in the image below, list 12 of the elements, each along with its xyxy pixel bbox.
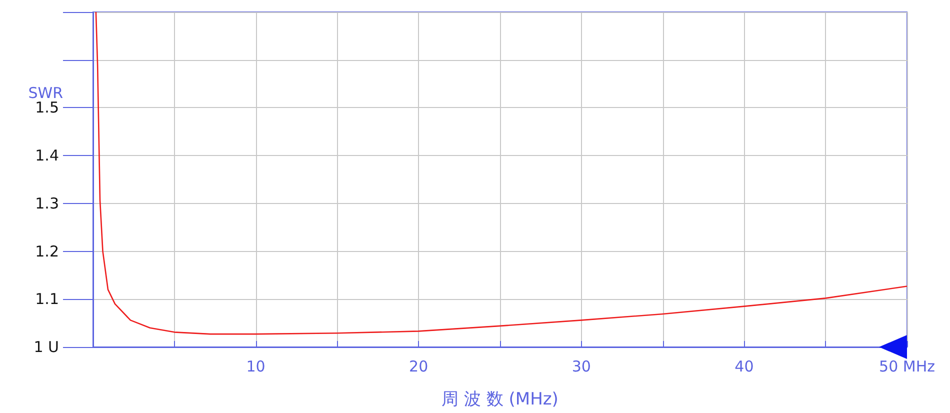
line-series [95, 11, 908, 335]
x-tick-label: 10 [246, 358, 266, 376]
x-tick-label: 40 [734, 358, 754, 376]
y-tick-label: 1.4 [35, 146, 59, 165]
x-axis-title: 周 波 数 (MHz) [442, 390, 558, 410]
y-tick-label: 1 U [34, 338, 59, 356]
y-tick-label: 1.3 [35, 194, 59, 212]
x-tick-label: 30 [572, 358, 591, 376]
x-tick-label: 50 MHz [879, 358, 936, 376]
y-tick-label: 1.1 [35, 290, 59, 308]
y-tick-label: 1.2 [35, 242, 59, 260]
x-tick-label: 20 [409, 358, 428, 376]
